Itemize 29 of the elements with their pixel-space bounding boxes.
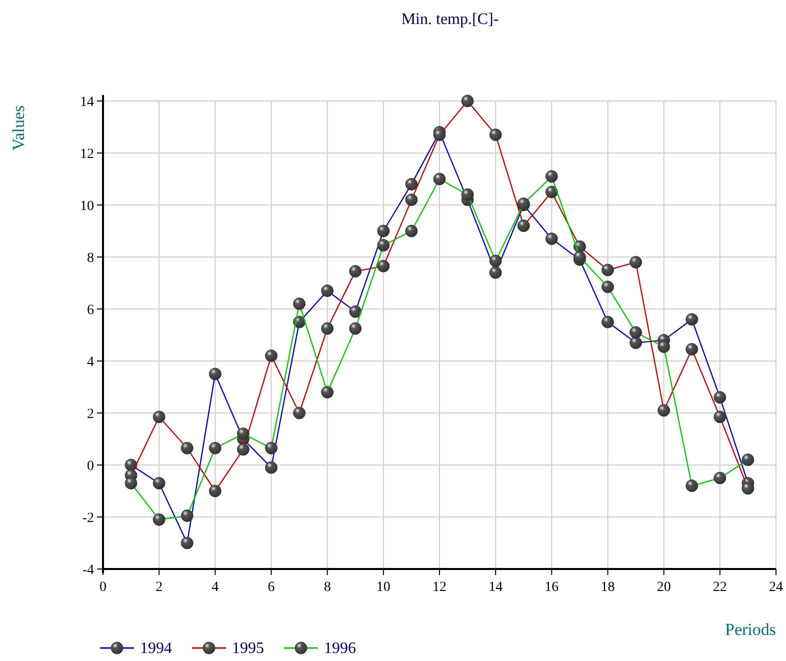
x-tick-label: 22 xyxy=(712,580,727,595)
y-tick-label: 14 xyxy=(80,95,94,110)
x-tick-label: 18 xyxy=(600,580,615,595)
x-tick-label: 14 xyxy=(488,580,503,595)
y-tick-label: -4 xyxy=(82,563,94,578)
y-tick-label: 10 xyxy=(80,199,94,214)
y-tick-label: 2 xyxy=(87,407,94,422)
x-tick-label: 20 xyxy=(656,580,671,595)
legend-label: 1996 xyxy=(324,640,356,657)
x-tick-label: 16 xyxy=(544,580,559,595)
x-tick-label: 12 xyxy=(432,580,446,595)
x-tick-label: 0 xyxy=(100,580,106,595)
y-tick-label: 8 xyxy=(87,251,94,266)
y-tick-label: 12 xyxy=(80,147,94,162)
y-tick-label: -2 xyxy=(82,511,94,526)
x-tick-label: 6 xyxy=(268,580,275,595)
x-tick-label: 2 xyxy=(156,580,163,595)
x-axis-title: Periods xyxy=(725,620,776,639)
x-tick-label: 24 xyxy=(769,580,783,595)
x-tick-label: 8 xyxy=(324,580,331,595)
chart-title: Min. temp.[C]- xyxy=(401,11,499,28)
y-tick-label: 0 xyxy=(87,459,94,474)
x-tick-label: 4 xyxy=(212,580,219,595)
y-tick-label: 6 xyxy=(87,303,94,318)
y-tick-label: 4 xyxy=(87,355,94,370)
x-tick-label: 10 xyxy=(376,580,390,595)
legend-label: 1994 xyxy=(140,640,172,657)
legend-label: 1995 xyxy=(232,640,264,657)
y-axis-title: Values xyxy=(9,105,28,151)
